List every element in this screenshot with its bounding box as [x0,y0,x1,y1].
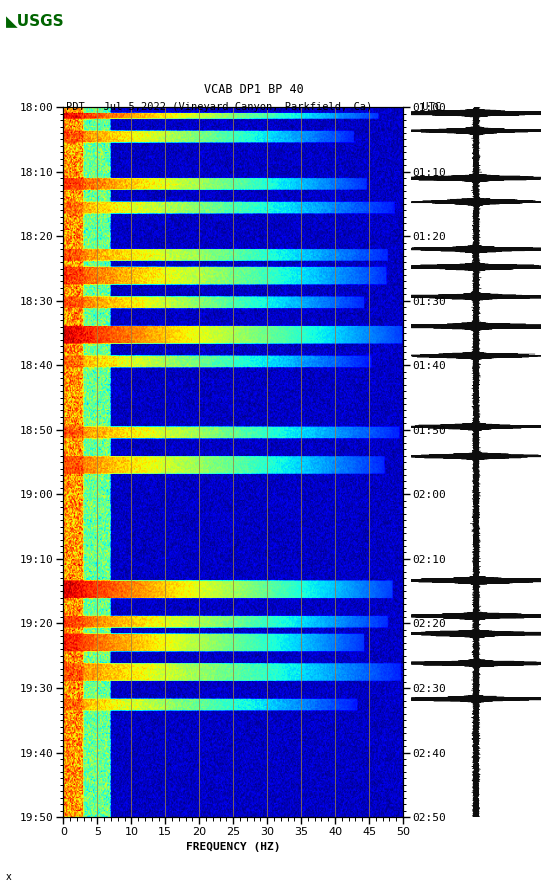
Text: PDT   Jul 5,2022 (Vineyard Canyon, Parkfield, Ca)        UTC: PDT Jul 5,2022 (Vineyard Canyon, Parkfie… [66,102,442,112]
Text: x: x [6,872,11,882]
Text: ◣USGS: ◣USGS [6,13,64,29]
X-axis label: FREQUENCY (HZ): FREQUENCY (HZ) [186,842,280,853]
Text: VCAB DP1 BP 40: VCAB DP1 BP 40 [204,82,304,96]
